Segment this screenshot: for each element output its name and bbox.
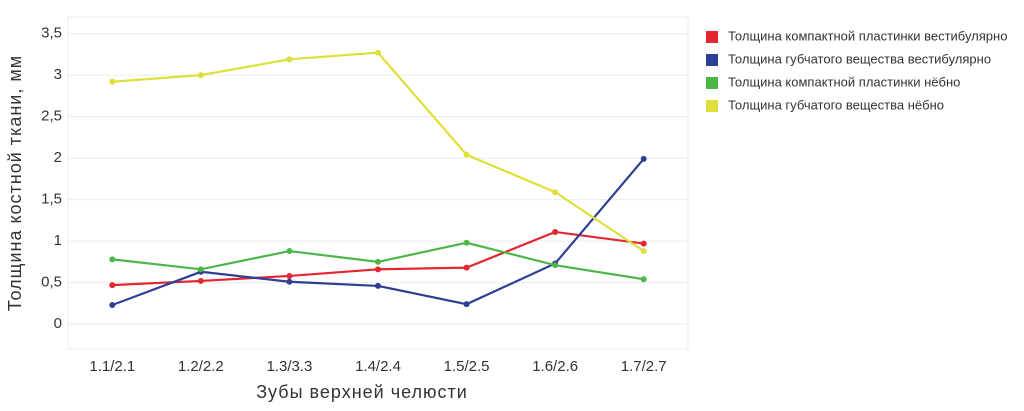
data-point xyxy=(197,72,204,79)
data-point xyxy=(286,272,293,279)
legend-label: Толщина губчатого вещества вестибулярно xyxy=(728,51,991,66)
y-axis-label: Толщина костной ткани, мм xyxy=(5,55,25,311)
data-point xyxy=(375,266,381,273)
y-tick-label: 0,5 xyxy=(41,274,62,291)
y-tick-label: 3,5 xyxy=(41,25,62,42)
y-tick-label: 2 xyxy=(54,149,62,166)
data-point xyxy=(375,49,381,56)
legend-label: Толщина губчатого вещества нёбно xyxy=(728,97,944,112)
data-point xyxy=(286,56,293,63)
x-tick-label: 1.2/2.2 xyxy=(178,358,224,375)
x-tick-label: 1.3/3.3 xyxy=(266,358,312,375)
x-axis-label: Зубы верхней челюсти xyxy=(256,382,468,402)
legend-swatch xyxy=(706,31,718,43)
x-tick-label: 1.4/2.4 xyxy=(355,358,401,375)
data-point xyxy=(463,301,470,308)
data-point xyxy=(375,258,381,265)
legend-item: Толщина компактной пластинки нёбно xyxy=(706,74,960,89)
legend-swatch xyxy=(706,54,718,66)
legend-label: Толщина компактной пластинки вестибулярн… xyxy=(728,28,1007,43)
legend-label: Толщина компактной пластинки нёбно xyxy=(728,74,960,89)
data-point xyxy=(463,239,470,246)
data-point xyxy=(463,264,470,271)
data-point xyxy=(197,277,204,284)
data-point xyxy=(109,78,116,85)
y-tick-label: 1 xyxy=(54,232,62,249)
data-point xyxy=(463,151,470,158)
data-point xyxy=(552,262,559,269)
legend-item: Толщина губчатого вещества вестибулярно xyxy=(706,51,991,66)
x-tick-label: 1.5/2.5 xyxy=(444,358,490,375)
data-point xyxy=(286,278,293,285)
data-point xyxy=(640,240,647,247)
plot-frame xyxy=(67,16,689,350)
y-tick-label: 0 xyxy=(54,315,62,332)
data-point xyxy=(640,248,647,255)
y-tick-label: 2,5 xyxy=(41,108,62,125)
x-tick-label: 1.6/2.6 xyxy=(532,358,578,375)
data-point xyxy=(375,282,381,289)
legend-swatch xyxy=(706,77,718,89)
data-point xyxy=(109,256,116,263)
data-point xyxy=(109,282,116,289)
data-point xyxy=(109,302,116,309)
y-tick-label: 3 xyxy=(54,66,62,83)
data-point xyxy=(640,155,647,162)
legend-item: Толщина компактной пластинки вестибулярн… xyxy=(706,28,1007,43)
legend-item: Толщина губчатого вещества нёбно xyxy=(706,97,944,112)
data-point xyxy=(197,266,204,273)
data-point xyxy=(286,248,293,255)
y-tick-label: 1,5 xyxy=(41,191,62,208)
x-tick-label: 1.1/2.1 xyxy=(89,358,135,375)
series-line xyxy=(112,230,644,287)
data-point xyxy=(552,228,559,235)
series-line xyxy=(112,51,645,252)
data-point xyxy=(552,189,559,196)
legend-swatch xyxy=(706,100,718,112)
x-tick-label: 1.7/2.7 xyxy=(621,358,667,375)
data-point xyxy=(640,276,647,283)
